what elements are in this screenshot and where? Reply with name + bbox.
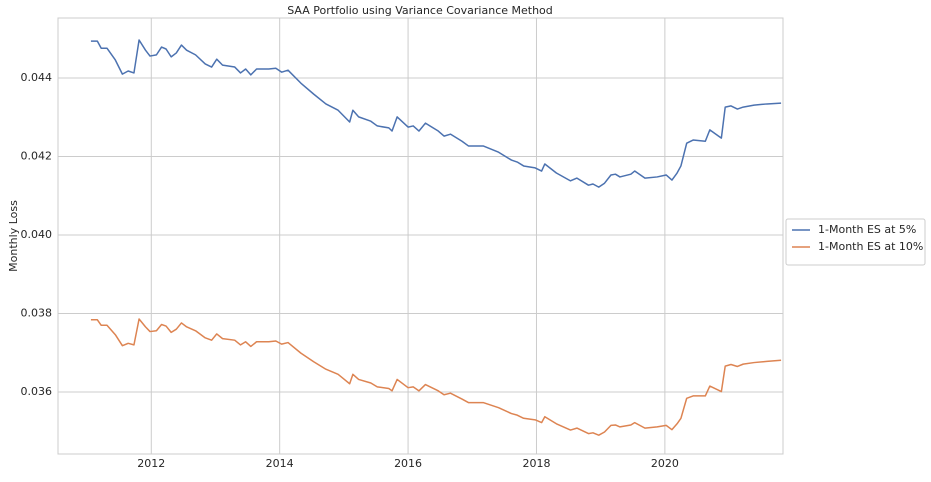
chart-title: SAA Portfolio using Variance Covariance …: [287, 4, 553, 17]
y-axis-label: Monthly Loss: [7, 200, 20, 272]
y-tick-label: 0.038: [21, 307, 53, 320]
legend-label: 1-Month ES at 10%: [818, 240, 923, 253]
y-tick-label: 0.036: [21, 385, 53, 398]
x-tick-label: 2020: [651, 457, 679, 470]
legend-box: [785, 218, 926, 266]
x-tick-label: 2018: [522, 457, 550, 470]
plot-frame: [57, 17, 784, 455]
x-tick-label: 2016: [394, 457, 422, 470]
legend-label: 1-Month ES at 5%: [818, 223, 916, 236]
y-tick-label: 0.040: [21, 228, 53, 241]
x-tick-label: 2014: [266, 457, 294, 470]
y-tick-label: 0.044: [21, 71, 53, 84]
line-series: [90, 39, 782, 188]
x-tick-label: 2012: [137, 457, 165, 470]
line-series: [90, 318, 782, 436]
y-tick-label: 0.042: [21, 150, 53, 163]
